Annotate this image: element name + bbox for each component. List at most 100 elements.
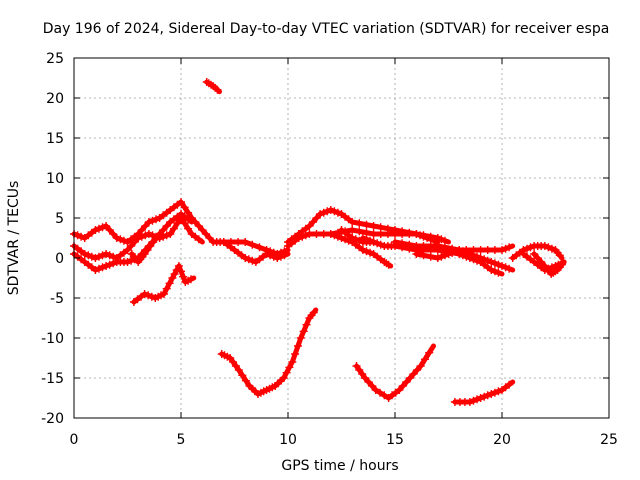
- data-point: [305, 222, 314, 230]
- data-point: [276, 252, 285, 261]
- data-point: [234, 238, 243, 246]
- data-point: [376, 223, 385, 232]
- data-point: [444, 250, 453, 258]
- x-tick-label: 5: [177, 432, 186, 448]
- data-point: [398, 382, 407, 390]
- data-point: [279, 374, 288, 382]
- data-point: [91, 254, 100, 262]
- data-point: [137, 232, 146, 241]
- data-point: [262, 250, 271, 258]
- data-point: [433, 242, 442, 250]
- data-point: [144, 230, 153, 238]
- data-point: [241, 376, 250, 385]
- plot-frame: [73, 57, 610, 419]
- data-point: [194, 235, 203, 244]
- series-arc-9: [284, 206, 451, 246]
- chart-title: Day 196 of 2024, Sidereal Day-to-day VTE…: [43, 21, 610, 37]
- data-point: [159, 226, 168, 234]
- y-tick-label: 15: [46, 131, 64, 147]
- x-tick-label: 15: [386, 432, 404, 448]
- data-point: [364, 378, 373, 386]
- y-tick-label: -10: [41, 331, 64, 347]
- y-tick-label: -15: [41, 371, 64, 387]
- data-point: [80, 250, 89, 258]
- data-point: [501, 263, 510, 272]
- data-point: [291, 350, 300, 358]
- data-point: [159, 290, 168, 298]
- data-point: [376, 388, 384, 397]
- data-point: [177, 267, 185, 276]
- data-point: [285, 363, 294, 372]
- series-arc-5: [129, 262, 197, 306]
- data-point: [465, 250, 474, 258]
- data-point: [494, 268, 503, 277]
- data-point: [494, 387, 503, 396]
- data-point: [187, 275, 195, 284]
- data-point: [180, 203, 189, 212]
- series-arc-14: [412, 246, 516, 273]
- y-tick-label: 25: [46, 51, 64, 67]
- data-point: [361, 374, 369, 382]
- data-point: [337, 234, 346, 242]
- data-point: [371, 386, 380, 394]
- data-point: [273, 254, 282, 262]
- series-arc-6: [202, 78, 222, 95]
- data-point: [419, 242, 428, 250]
- data-point: [238, 371, 247, 380]
- data-point: [123, 246, 132, 254]
- data-point: [95, 252, 103, 261]
- data-point: [412, 250, 421, 258]
- data-point: [91, 266, 100, 274]
- series-band: [354, 343, 436, 401]
- data-point: [501, 244, 510, 253]
- data-point: [530, 250, 539, 258]
- data-point: [405, 228, 414, 237]
- data-point: [98, 251, 107, 260]
- data-point: [419, 231, 428, 240]
- data-point: [419, 251, 428, 260]
- data-point: [544, 243, 553, 252]
- data-point: [469, 251, 478, 260]
- x-tick-label: 20: [493, 432, 511, 448]
- data-point: [537, 258, 546, 266]
- data-point: [312, 230, 321, 238]
- data-point: [166, 230, 175, 238]
- data-point: [505, 380, 514, 389]
- data-point: [490, 267, 499, 276]
- data-point: [119, 236, 128, 245]
- data-point: [480, 392, 489, 401]
- data-point: [426, 252, 435, 261]
- data-point: [483, 256, 492, 265]
- data-point: [140, 290, 149, 298]
- data-point: [266, 251, 275, 260]
- data-point: [123, 258, 132, 266]
- data-point: [406, 374, 414, 382]
- x-axis-title: GPS time / hours: [281, 458, 398, 474]
- data-point: [309, 218, 317, 226]
- data-point: [384, 260, 393, 269]
- data-point: [241, 238, 250, 246]
- data-point: [483, 246, 492, 254]
- data-point: [380, 391, 389, 400]
- data-point: [391, 238, 399, 246]
- data-point: [202, 230, 210, 238]
- data-point: [319, 230, 328, 238]
- tick-layer: 0 5 10 15 20 25 -20 -15 -10 -5 0 5 10 15 20 25: [41, 51, 618, 448]
- data-point: [169, 224, 178, 233]
- data-point: [153, 232, 162, 241]
- data-point: [141, 222, 150, 230]
- data-point: [165, 279, 174, 288]
- data-point: [184, 215, 193, 224]
- data-point: [141, 231, 150, 240]
- data-point: [555, 251, 564, 260]
- data-point: [241, 254, 250, 262]
- data-point: [426, 242, 435, 250]
- data-point: [362, 220, 371, 229]
- data-point: [433, 254, 442, 262]
- data-point: [105, 260, 114, 269]
- y-tick-label: 20: [46, 91, 64, 107]
- data-point: [109, 259, 118, 268]
- data-point: [77, 232, 86, 241]
- data-point: [174, 262, 183, 270]
- data-point: [248, 240, 257, 249]
